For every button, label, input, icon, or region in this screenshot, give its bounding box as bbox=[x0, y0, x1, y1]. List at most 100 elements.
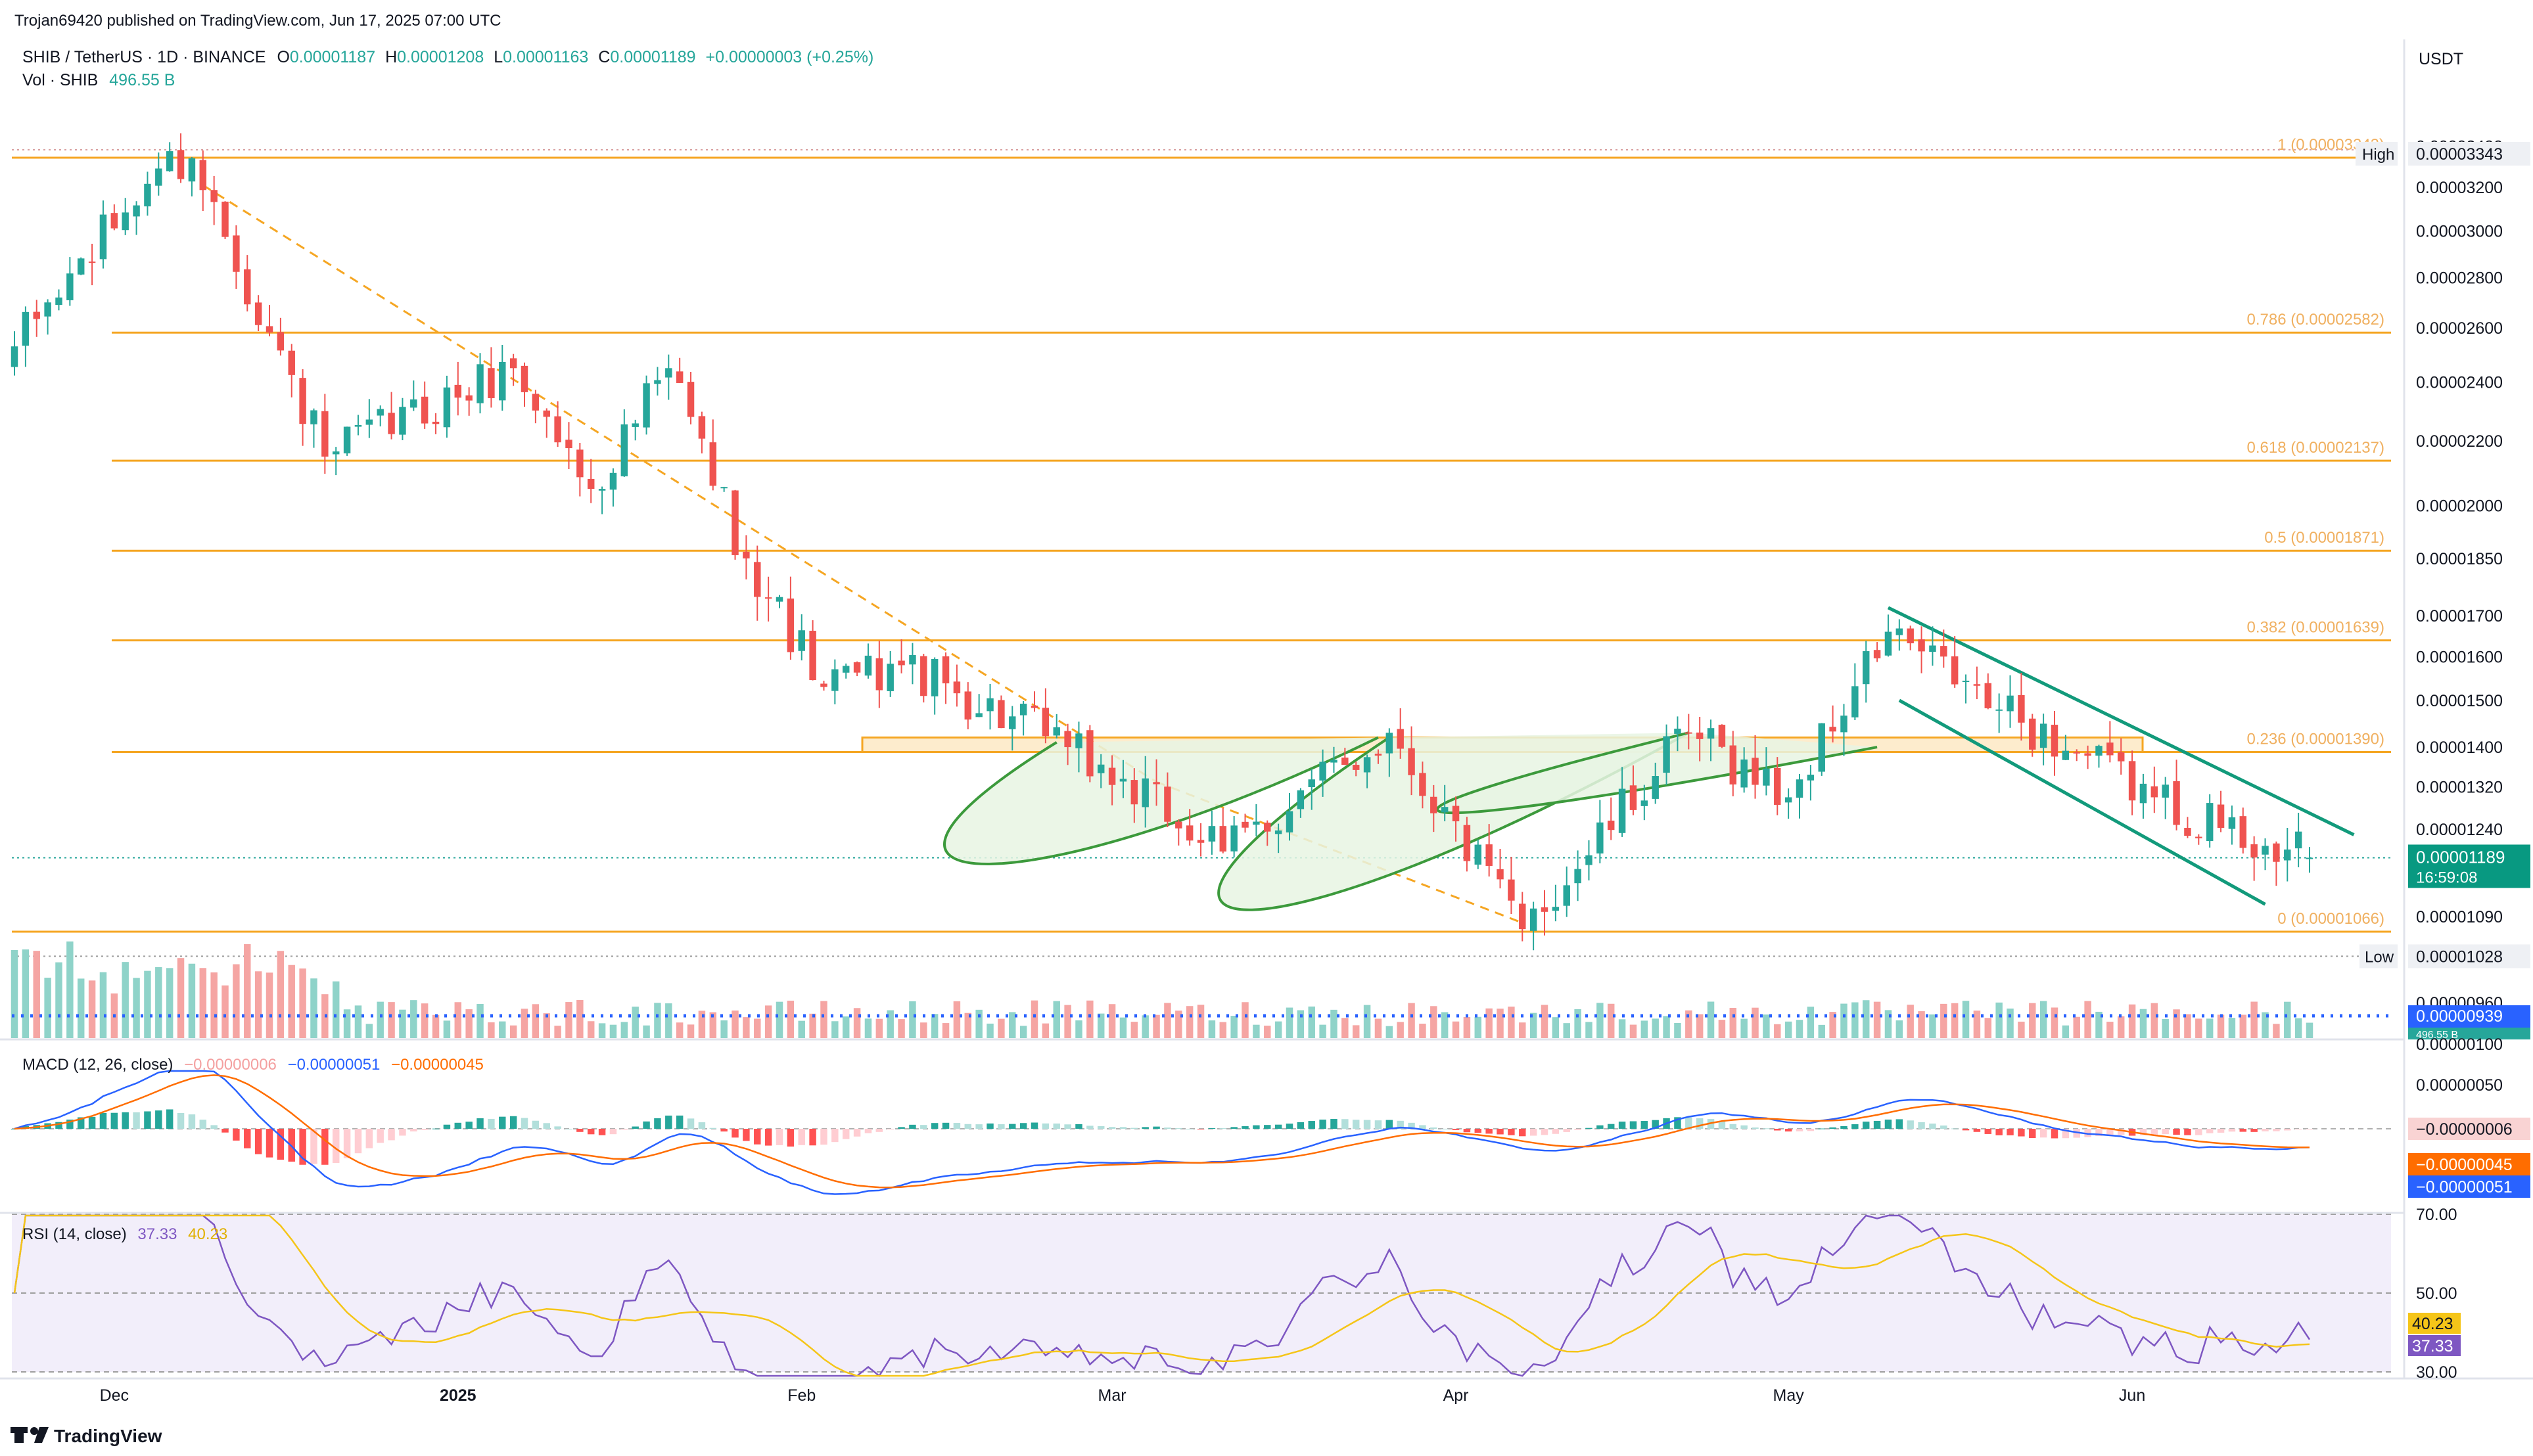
candle-body bbox=[1009, 716, 1016, 729]
volume-bar bbox=[1242, 1002, 1249, 1038]
volume-bar bbox=[2128, 1004, 2136, 1038]
volume-legend[interactable]: Vol · SHIB 496.55 B bbox=[22, 71, 175, 90]
candle-body bbox=[1607, 820, 1615, 830]
macd-histogram-bar bbox=[1341, 1119, 1349, 1129]
macd-histogram-bar bbox=[410, 1129, 417, 1132]
macd-histogram-bar bbox=[1363, 1120, 1371, 1129]
candle-body bbox=[2062, 750, 2070, 760]
volume-bar bbox=[1907, 1005, 1914, 1038]
candle-body bbox=[2184, 828, 2191, 836]
candle-body bbox=[1951, 656, 1959, 685]
time-tick-label: May bbox=[1773, 1386, 1805, 1405]
macd-histogram-bar bbox=[975, 1124, 983, 1129]
macd-histogram-bar bbox=[1774, 1129, 1781, 1131]
candle-body bbox=[2217, 804, 2225, 828]
candle-body bbox=[221, 201, 229, 237]
volume-bar bbox=[942, 1023, 950, 1038]
candle-body bbox=[1618, 788, 1626, 833]
candle-body bbox=[1884, 631, 1892, 656]
candle-body bbox=[1718, 725, 1726, 747]
candle-body bbox=[299, 378, 306, 424]
volume-bar bbox=[509, 1025, 517, 1038]
volume-bar bbox=[1108, 1004, 1116, 1038]
macd-histogram-bar bbox=[1984, 1129, 1992, 1134]
symbol-line[interactable]: SHIB / TetherUS · 1D · BINANCE O0.000011… bbox=[22, 48, 873, 67]
macd-histogram-bar bbox=[1541, 1129, 1548, 1135]
volume-bar bbox=[554, 1026, 561, 1038]
volume-bar bbox=[244, 944, 251, 1038]
candle-body bbox=[66, 273, 74, 300]
candle-body bbox=[620, 424, 628, 476]
volume-bar bbox=[1153, 1014, 1160, 1038]
candle-body bbox=[133, 205, 140, 217]
volume-bar bbox=[1208, 1020, 1216, 1038]
candle-body bbox=[2284, 849, 2291, 861]
volume-bar bbox=[33, 951, 40, 1038]
volume-bar bbox=[1031, 1000, 1038, 1038]
currency-label[interactable]: USDT bbox=[2419, 50, 2464, 68]
macd-histogram-bar bbox=[1308, 1121, 1315, 1129]
candle-body bbox=[521, 365, 528, 392]
macd-histogram-bar bbox=[1840, 1126, 1847, 1129]
candle-body bbox=[687, 382, 695, 417]
rsi-legend[interactable]: RSI (14, close) 37.33 40.23 bbox=[22, 1225, 227, 1244]
macd-histogram-bar bbox=[743, 1129, 750, 1141]
volume-bar bbox=[975, 1009, 983, 1038]
macd-histogram-bar bbox=[2217, 1129, 2225, 1133]
volume-bar bbox=[2250, 1001, 2258, 1038]
candle-body bbox=[1729, 745, 1737, 785]
tradingview-logo-icon bbox=[11, 1427, 49, 1443]
macd-histogram-bar bbox=[1452, 1129, 1460, 1130]
volume-bar bbox=[354, 1005, 362, 1038]
volume-bar bbox=[532, 1004, 540, 1038]
volume-bar bbox=[676, 1022, 684, 1038]
macd-histogram-bar bbox=[1230, 1127, 1238, 1129]
price-tick-label: 0.00001600 bbox=[2416, 648, 2503, 666]
macd-histogram-bar bbox=[1497, 1129, 1504, 1135]
macd-histogram-bar bbox=[244, 1129, 251, 1149]
rsi-axis-label: 30.00 bbox=[2416, 1363, 2457, 1382]
candle-body bbox=[1142, 778, 1149, 808]
volume-bar bbox=[288, 965, 295, 1038]
candle-body bbox=[155, 168, 162, 186]
candle-body bbox=[565, 440, 572, 449]
macd-histogram-bar bbox=[1408, 1122, 1415, 1129]
macd-histogram-bar bbox=[831, 1129, 839, 1143]
candle-body bbox=[2018, 694, 2025, 723]
symbol-title[interactable]: SHIB / TetherUS · 1D · BINANCE bbox=[22, 48, 266, 66]
candle-body bbox=[1230, 825, 1238, 852]
volume-bar bbox=[55, 962, 62, 1038]
volume-bar bbox=[1308, 1006, 1315, 1038]
rsi-tag-box bbox=[2408, 1335, 2461, 1356]
candle-body bbox=[2262, 846, 2269, 855]
ohlc-high: 0.00001208 bbox=[397, 48, 484, 66]
candle-body bbox=[543, 410, 550, 417]
macd-histogram-bar bbox=[2150, 1129, 2158, 1135]
candle-body bbox=[2029, 718, 2036, 750]
macd-histogram-bar bbox=[1807, 1129, 1815, 1131]
macd-histogram-bar bbox=[709, 1127, 717, 1129]
volume-label: Vol · SHIB bbox=[22, 71, 99, 89]
macd-legend[interactable]: MACD (12, 26, close) −0.00000006 −0.0000… bbox=[22, 1056, 484, 1074]
candle-body bbox=[975, 713, 983, 717]
volume-bar bbox=[1951, 1003, 1959, 1038]
volume-bar bbox=[875, 1018, 883, 1038]
candle-body bbox=[1197, 840, 1205, 843]
volume-bar bbox=[2007, 1009, 2014, 1038]
volume-bar bbox=[188, 963, 196, 1038]
candle-body bbox=[210, 190, 218, 202]
volume-bar bbox=[1175, 1011, 1182, 1038]
volume-bar bbox=[1618, 1019, 1626, 1038]
macd-signal-tag: −0.00000045 bbox=[2416, 1156, 2513, 1174]
candle-body bbox=[1851, 686, 1859, 717]
candle-body bbox=[1319, 762, 1326, 781]
brand-label[interactable]: TradingView bbox=[54, 1426, 162, 1446]
volume-bar bbox=[144, 970, 151, 1038]
macd-histogram-bar bbox=[1563, 1129, 1570, 1132]
macd-label: MACD (12, 26, close) bbox=[22, 1056, 174, 1074]
macd-histogram-bar bbox=[1430, 1127, 1437, 1129]
candle-body bbox=[1652, 776, 1659, 799]
volume-bar bbox=[1352, 1025, 1360, 1038]
volume-bar bbox=[2150, 1003, 2158, 1038]
